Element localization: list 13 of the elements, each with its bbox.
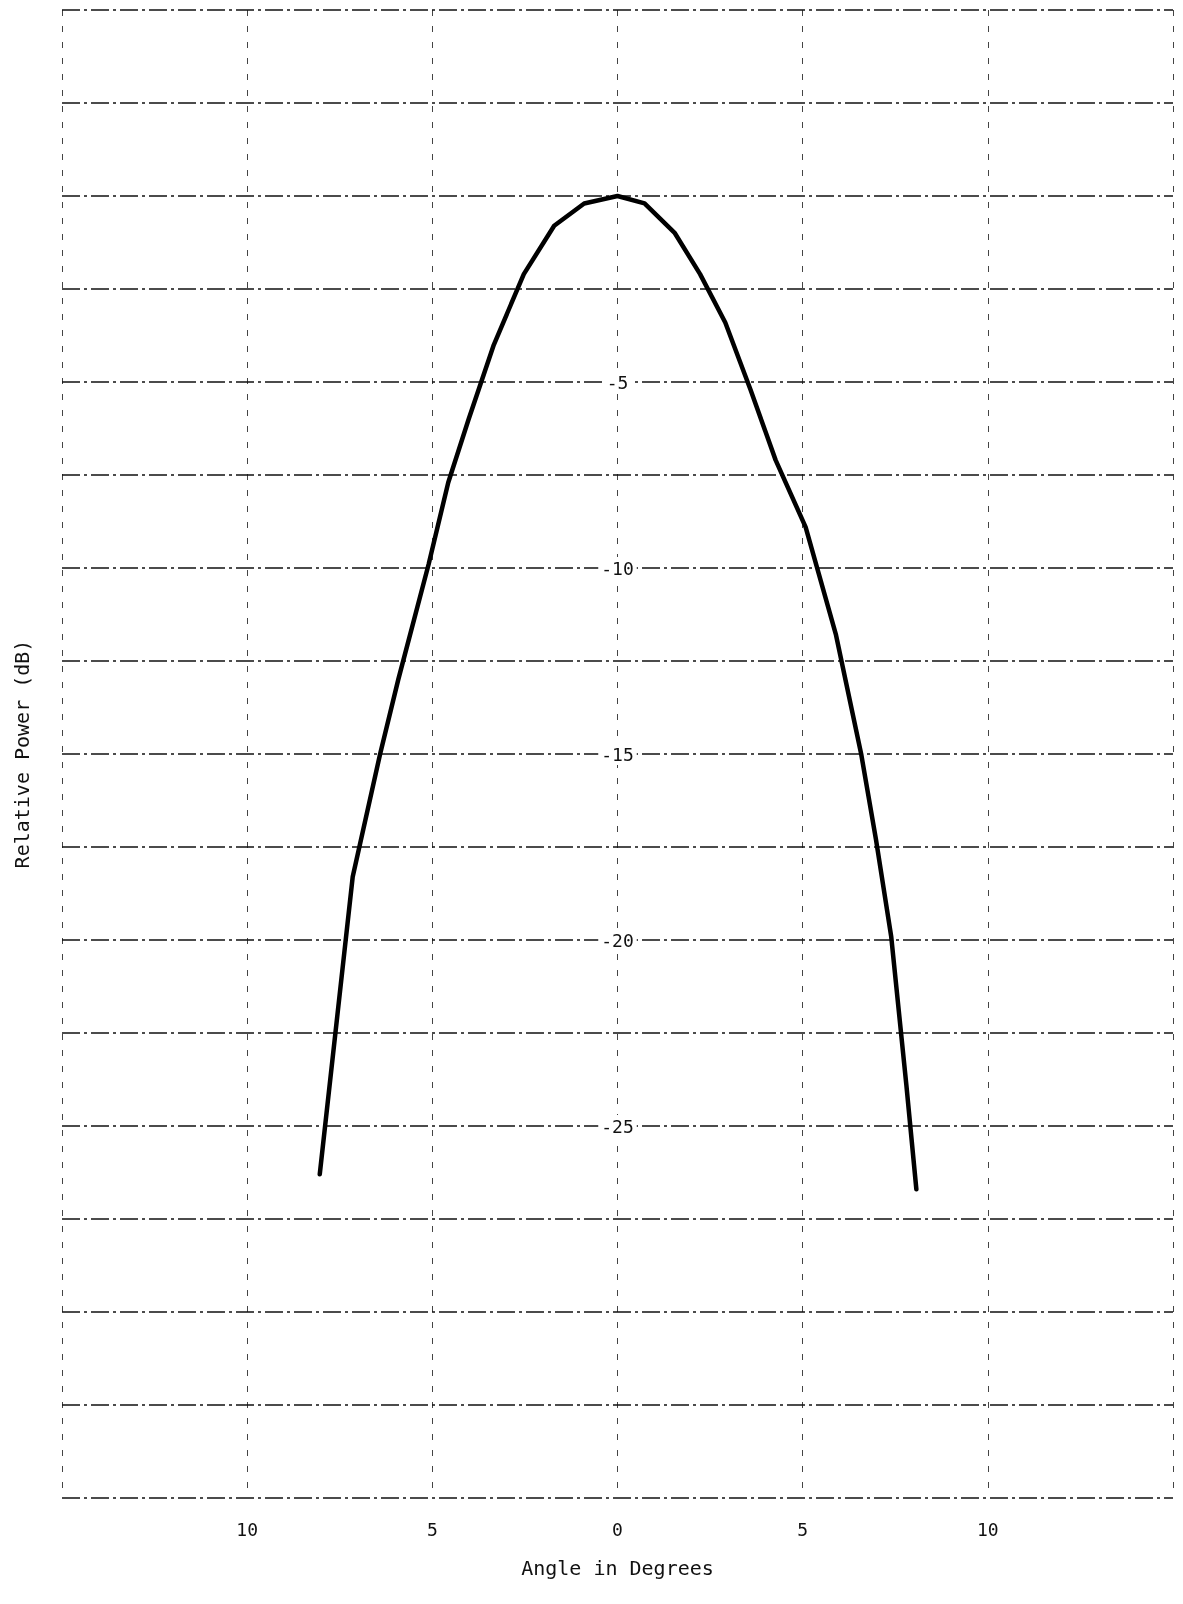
- y-tick-label: -20: [601, 929, 634, 951]
- x-tick-label: 10: [236, 1518, 259, 1540]
- y-tick-label: -15: [601, 743, 634, 765]
- x-tick-label: 0: [612, 1518, 623, 1540]
- y-axis-title: Relative Power (dB): [10, 639, 34, 869]
- y-tick-label: -25: [601, 1115, 634, 1137]
- x-tick-label: 10: [976, 1518, 999, 1540]
- line-series: [317, 193, 919, 1192]
- x-tick-label: 5: [797, 1518, 809, 1540]
- y-tick-label: -5: [606, 371, 629, 393]
- y-tick-label: -10: [601, 557, 634, 579]
- x-axis-title: Angle in Degrees: [521, 1556, 714, 1580]
- x-tick-label: 5: [426, 1518, 438, 1540]
